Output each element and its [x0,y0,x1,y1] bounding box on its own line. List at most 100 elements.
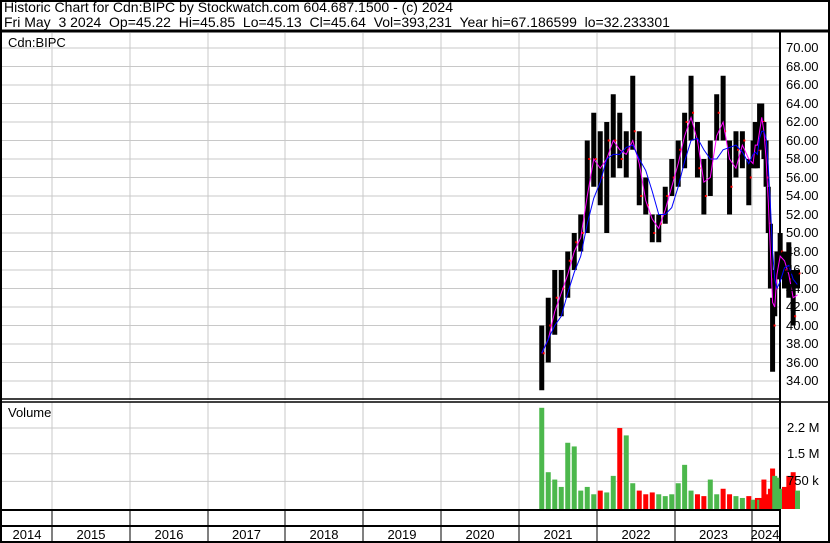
price-bar [584,140,590,233]
close-tick [730,185,733,188]
price-bar [649,214,655,243]
close-tick [581,232,584,234]
year-label: 2016 [154,527,184,542]
volume-bar [688,490,694,509]
volume-axis-label: 2.2 M [787,420,820,436]
volume-bar [630,483,636,509]
close-tick [666,195,669,197]
volume-bar [701,496,707,509]
close-tick [679,148,682,151]
volume-bar [623,435,629,509]
price-bar [694,122,700,178]
volume-bar [675,483,681,509]
volume-bar [539,407,545,509]
close-tick [692,111,695,114]
close-tick [542,352,545,355]
chart-title: Historic Chart for Cdn:BIPC by Stockwatc… [4,0,453,15]
close-tick [773,324,776,327]
volume-axis-label: 750 k [787,473,819,489]
close-tick [685,121,688,123]
price-bar [545,297,551,363]
quote-summary: Fri May 3 2024 Op=45.22 Hi=45.85 Lo=45.1… [4,14,670,30]
price-bar [733,131,739,178]
price-axis-label: 44.00 [786,280,819,296]
volume-bar [790,472,796,509]
close-tick [767,176,770,179]
volume-bar [558,486,564,509]
volume-bar [597,490,603,509]
price-bar [772,270,778,317]
price-axis-label: 62.00 [786,114,819,129]
price-bar [701,159,707,215]
year-label: 2021 [543,527,573,542]
close-tick [601,176,604,179]
year-label: 2023 [699,527,728,542]
volume-bar [591,494,597,509]
price-bar [770,297,776,372]
price-bar [662,186,668,224]
volume-bar [662,496,668,509]
close-tick [588,158,591,160]
price-axis-label: 56.00 [786,169,819,185]
price-bar [786,242,792,298]
price-bar [688,75,694,141]
volume-bar [604,492,610,509]
close-tick [794,315,797,318]
close-tick [704,195,707,197]
volume-bar [571,446,577,509]
price-bar [727,140,733,215]
close-tick [798,272,801,275]
close-tick [736,148,739,151]
price-bar [774,251,780,280]
volume-bar [795,490,800,509]
price-bar [746,159,752,206]
price-bar [714,94,720,141]
close-tick [640,195,643,197]
year-label: 2022 [621,527,651,542]
volume-bar [669,494,675,509]
close-tick [568,259,571,262]
volume-bar [786,475,792,509]
close-tick [575,241,578,244]
price-axis-label: 34.00 [786,373,819,388]
price-bar [604,122,610,233]
volume-label: Volume [8,405,52,420]
price-bar [707,140,713,196]
close-tick [549,324,552,327]
volume-bar [649,492,655,509]
price-axis-label: 60.00 [786,132,819,148]
year-label: 2017 [232,527,261,542]
volume-bar [610,475,616,509]
price-axis-label: 48.00 [786,243,819,259]
year-label: 2014 [12,527,42,542]
year-label: 2024 [750,527,780,542]
price-axis-label: 58.00 [786,151,819,166]
close-tick [698,167,701,170]
close-tick [614,139,617,142]
price-bar [552,270,558,335]
price-axis-label: 54.00 [786,188,819,203]
fast-moving-average-line [541,115,798,354]
close-tick [672,176,675,179]
price-bar [610,94,616,178]
price-axis-label: 70.00 [786,40,819,55]
price-axis-label: 64.00 [786,95,819,111]
close-tick [607,139,610,142]
year-label: 2018 [309,527,339,542]
price-axis-label: 52.00 [786,206,819,222]
close-tick [620,158,623,160]
volume-bar [720,488,726,509]
volume-bar [636,490,642,509]
volume-bar [774,477,780,509]
price-bar [782,251,787,289]
volume-bar [545,472,551,509]
price-axis-label: 38.00 [786,336,819,351]
price-bar [578,214,584,252]
price-bar [739,131,745,169]
volume-bar [707,479,713,509]
volume-bar [746,496,752,509]
price-axis-label: 36.00 [786,354,819,370]
volume-bar [617,428,623,509]
